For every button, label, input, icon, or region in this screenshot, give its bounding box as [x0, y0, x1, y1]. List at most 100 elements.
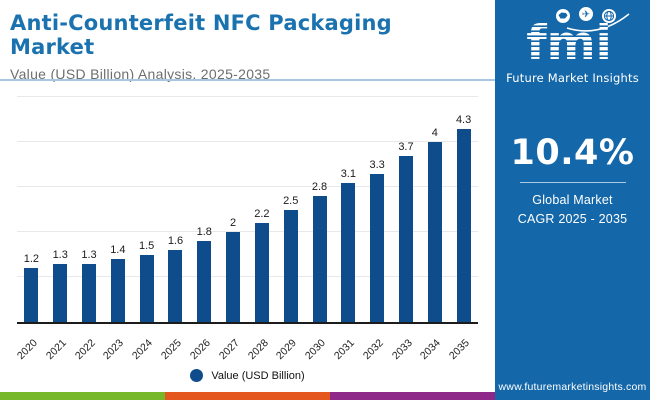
x-tick-label: 2025	[158, 337, 184, 363]
x-tick-slot: 2030	[303, 328, 334, 364]
svg-text:✈: ✈	[582, 10, 590, 21]
cagr-label: Global Market CAGR 2025 - 2035	[518, 191, 628, 229]
bar-value-label: 3.3	[369, 158, 385, 171]
bar	[398, 155, 413, 322]
x-tick-slot: 2033	[389, 328, 421, 364]
airplane-icon: ✈	[579, 7, 594, 21]
bar	[456, 128, 471, 322]
bar	[53, 263, 68, 322]
bar-slot: 3.3	[363, 158, 392, 322]
gridline	[17, 141, 478, 142]
x-tick-slot: 2032	[360, 328, 392, 364]
bar-value-label: 1.3	[52, 248, 68, 261]
x-tick-label: 2020	[14, 337, 40, 363]
bar	[82, 263, 97, 322]
bar	[283, 209, 298, 322]
x-tick-slot: 2027	[217, 328, 248, 364]
x-tick-label: 2022	[72, 337, 98, 363]
x-tick-label: 2021	[43, 337, 69, 363]
x-tick-label: 2030	[303, 337, 329, 363]
header: Anti-Counterfeit NFC Packaging Market Va…	[0, 0, 495, 82]
legend-marker-icon	[190, 369, 204, 382]
bar	[168, 250, 183, 322]
bar	[427, 142, 442, 322]
x-tick-slot: 2028	[245, 328, 277, 364]
bar	[254, 223, 269, 322]
bar-value-label: 1.3	[81, 248, 97, 261]
logo-tagline: Future Market Insights	[506, 71, 639, 85]
bar-slot: 3.7	[392, 140, 421, 322]
x-tick-label: 2023	[101, 337, 127, 363]
cagr-value: 10.4%	[510, 133, 635, 173]
bar	[24, 268, 39, 322]
x-tick-label: 2032	[360, 337, 386, 363]
x-tick-slot: 2023	[101, 328, 132, 364]
plot-area: 1.2 1.3 1.3 1.4 1.5 1.6 1.8 2 2.2 2.5 2.8 3.1 3.3 3.7…	[17, 96, 478, 324]
x-tick-slot: 2031	[331, 328, 363, 364]
legend-label: Value (USD Billion)	[211, 369, 305, 382]
strip-segment	[330, 392, 495, 400]
bar	[110, 259, 125, 322]
bar-slot: 2.2	[248, 208, 277, 322]
bar-slot: 2	[219, 217, 248, 322]
bar-slot: 1.5	[132, 239, 161, 322]
strip-segment	[0, 392, 165, 400]
bar	[226, 232, 241, 322]
bar-value-label: 1.2	[23, 253, 40, 265]
bar-slot: 2.8	[305, 181, 334, 322]
bar-chart: 1.2 1.3 1.3 1.4 1.5 1.6 1.8 2 2.2 2.5 2.8 3.1 3.3 3.7…	[0, 81, 495, 392]
sidebar: ✈ fmi Future Market Insights 10.4% Globa…	[495, 0, 650, 400]
gridline	[17, 231, 478, 232]
bar	[341, 182, 356, 322]
logo-wordmark: fmi	[527, 16, 613, 65]
bar	[370, 173, 385, 322]
bar-value-label: 3.1	[340, 167, 356, 180]
bar-value-label: 3.7	[398, 140, 414, 153]
x-tick-slot: 2022	[72, 328, 104, 364]
page-title: Anti-Counterfeit NFC Packaging Market	[10, 11, 392, 59]
gridline	[17, 276, 478, 277]
x-axis-labels: 2020 2021 2022 2023 2024 2025 2026 2027 2028 2029…	[14, 328, 478, 364]
gridline	[17, 186, 478, 187]
bar-value-label: 1.8	[196, 226, 212, 238]
x-tick-slot: 2026	[187, 328, 219, 364]
x-tick-slot: 2029	[274, 328, 305, 364]
x-tick-slot: 2034	[418, 328, 449, 364]
bars-container: 1.2 1.3 1.3 1.4 1.5 1.6 1.8 2 2.2 2.5 2.8 3.1 3.3 3.7…	[17, 97, 478, 322]
bar-slot: 4.3	[449, 113, 478, 322]
bar-value-label: 4.3	[455, 113, 472, 126]
x-tick-label: 2031	[331, 337, 357, 363]
bar-slot: 1.2	[17, 253, 46, 322]
fmi-logo-graphic: ✈ fmi	[527, 7, 630, 71]
x-tick-slot: 2035	[447, 328, 478, 364]
x-tick-slot: 2024	[130, 328, 161, 364]
strip-segment	[165, 392, 330, 400]
x-tick-label: 2029	[274, 337, 300, 363]
bar	[312, 196, 327, 322]
bar-slot: 1.6	[161, 235, 190, 322]
website-link[interactable]: www.futuremarketinsights.com	[498, 381, 647, 393]
cagr-label-line2: CAGR 2025 - 2035	[517, 211, 628, 226]
bar-slot: 3.1	[334, 167, 363, 322]
bar-slot: 1.4	[103, 244, 132, 322]
bar-slot: 4	[420, 127, 449, 322]
x-tick-label: 2028	[245, 337, 271, 363]
cagr-divider	[519, 182, 626, 183]
x-tick-label: 2026	[187, 337, 213, 363]
footer-color-strip	[0, 392, 495, 400]
x-tick-label: 2033	[389, 337, 415, 363]
bar	[197, 241, 212, 322]
bar-slot: 1.8	[190, 226, 219, 322]
gridline	[17, 96, 478, 97]
chart-panel: Anti-Counterfeit NFC Packaging Market Va…	[0, 0, 495, 400]
bar-value-label: 1.5	[139, 239, 155, 252]
x-tick-label: 2035	[447, 337, 473, 363]
chart-legend: Value (USD Billion)	[0, 369, 495, 382]
bar-slot: 2.5	[276, 194, 305, 322]
bar	[139, 254, 154, 322]
fmi-logo: ✈ fmi Future Market Insights	[506, 7, 639, 85]
bar-value-label: 2.8	[311, 181, 328, 193]
bar-value-label: 2.5	[283, 194, 299, 207]
x-tick-slot: 2025	[158, 328, 190, 364]
